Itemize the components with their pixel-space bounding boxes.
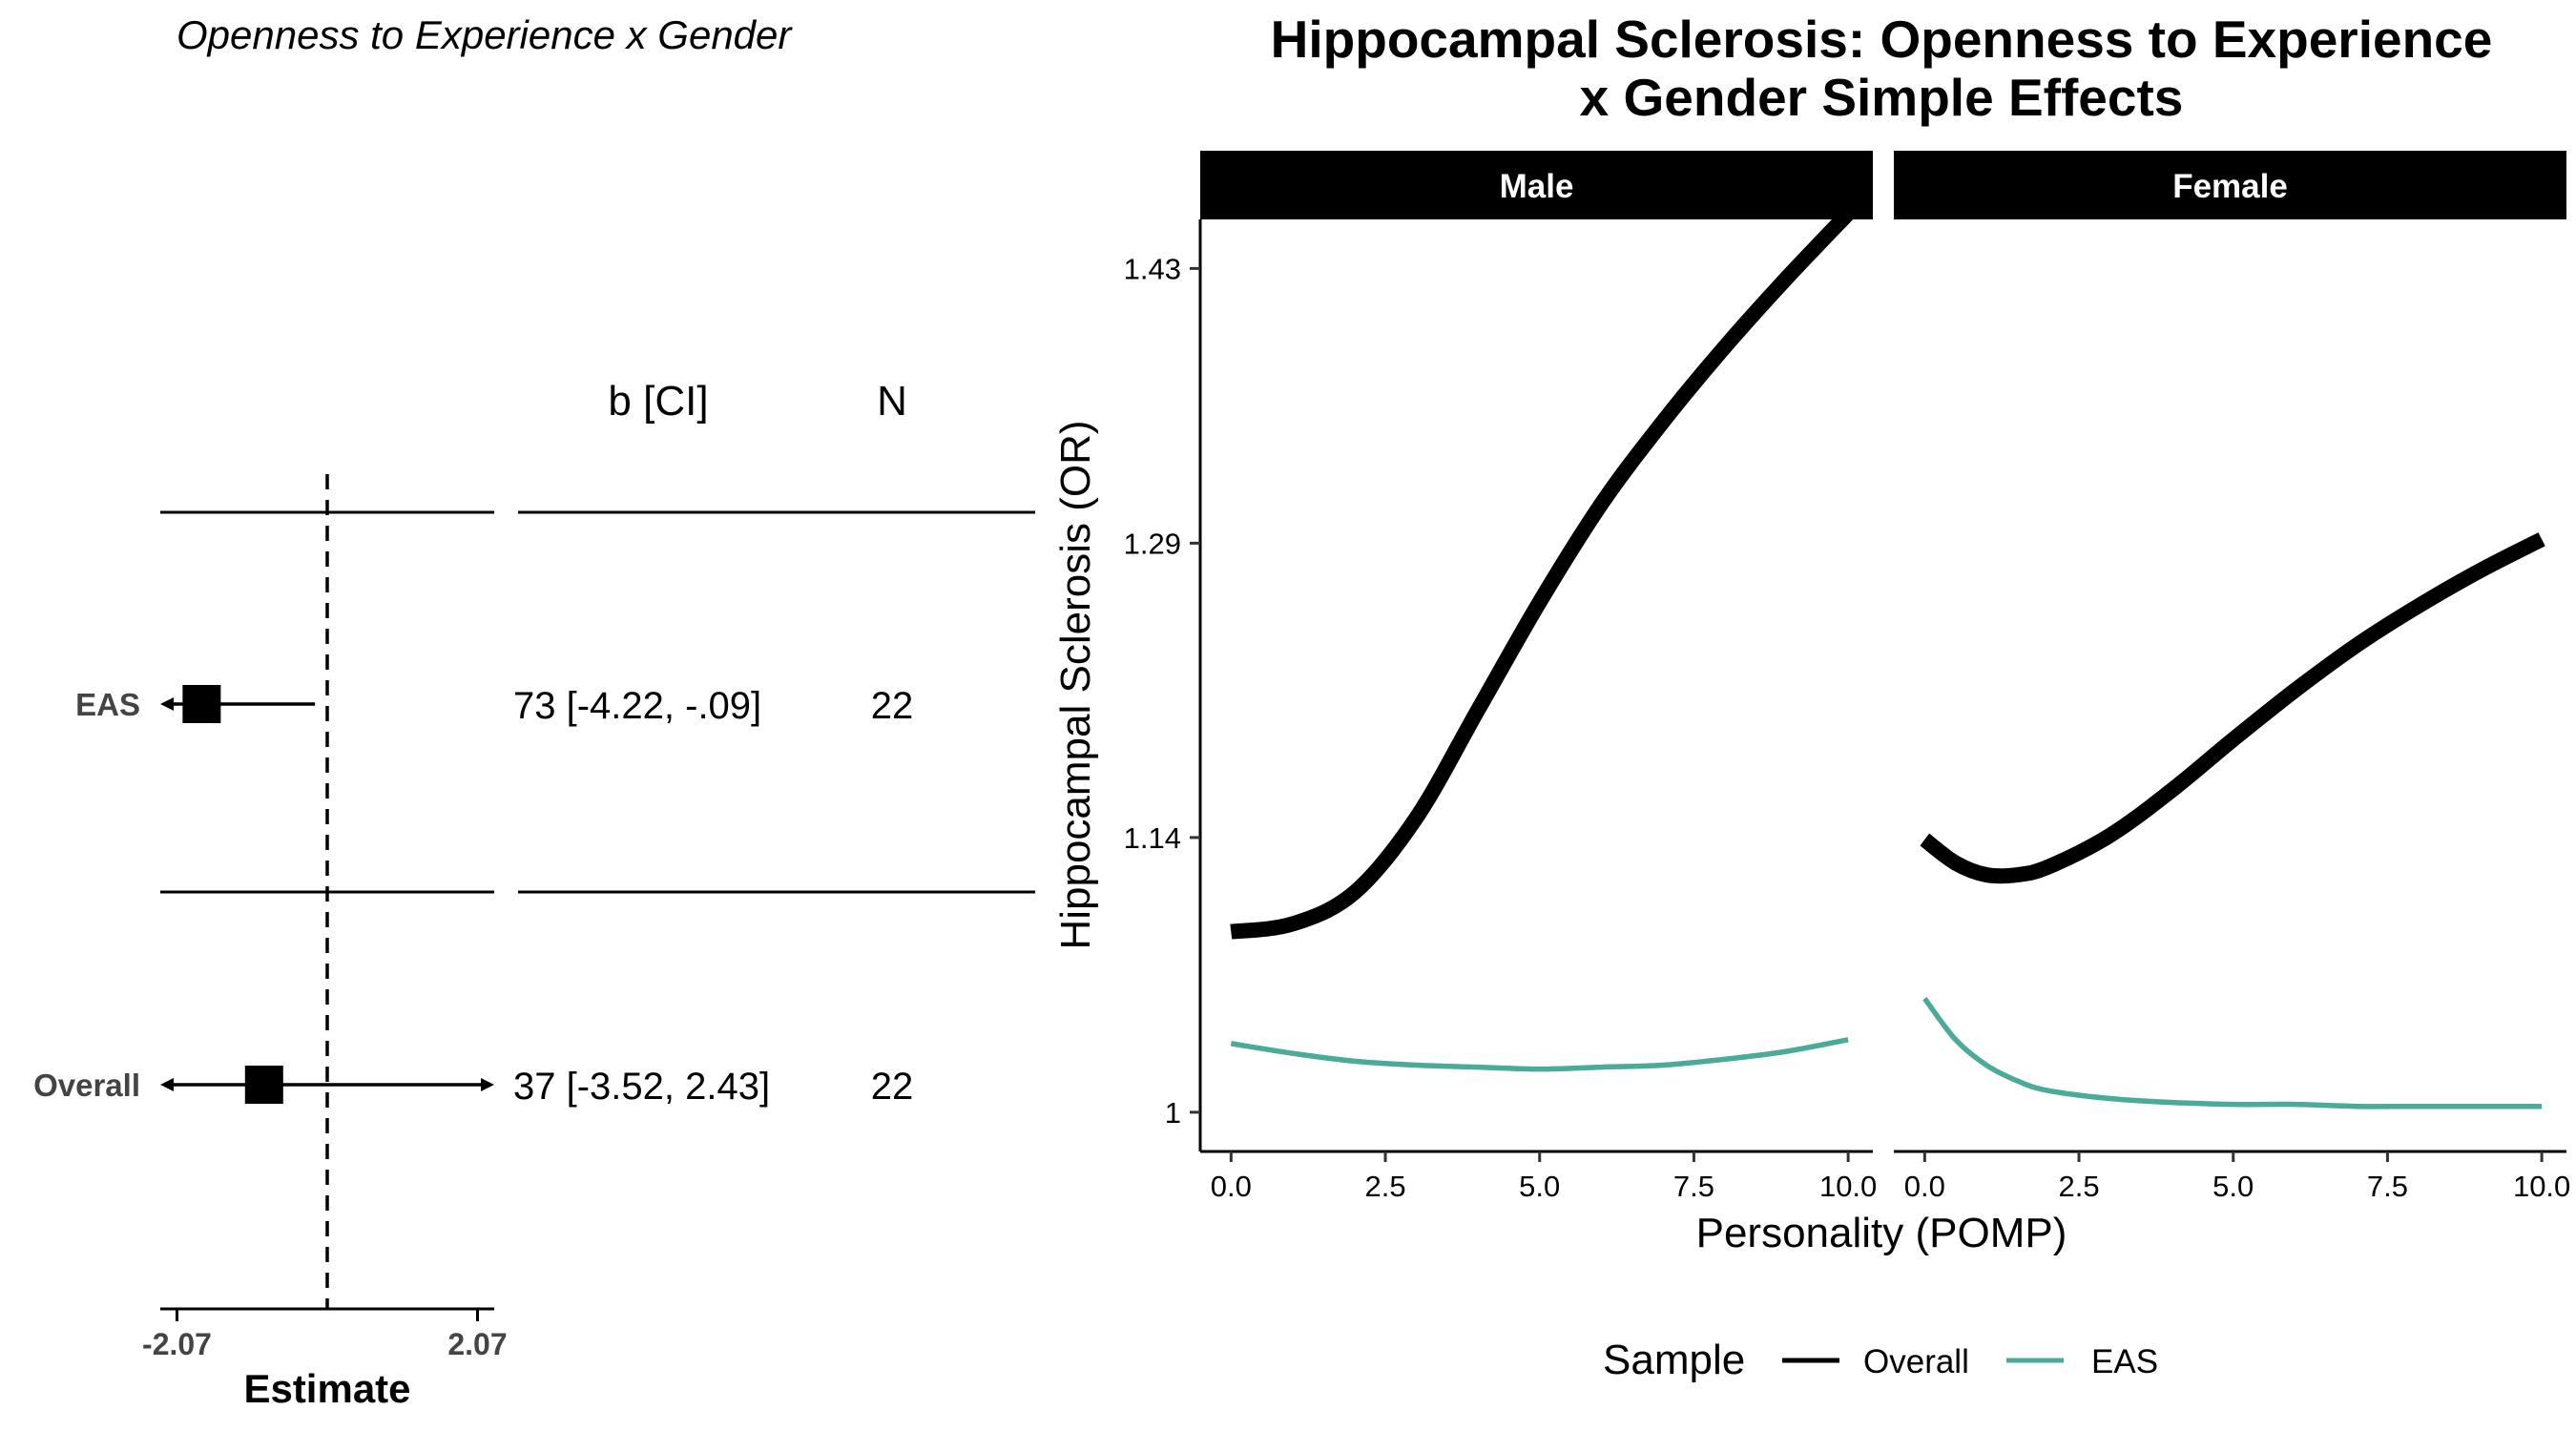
forest-x-tick-label: 2.07 bbox=[447, 1327, 507, 1361]
x-tick-label: 2.5 bbox=[1364, 1170, 1405, 1203]
x-tick-label: 0.0 bbox=[1904, 1170, 1945, 1203]
forest-row: EAS 73 [-4.22, -.09] 22 bbox=[75, 685, 913, 727]
forest-row: Overall 37 [-3.52, 2.43] 22 bbox=[33, 1066, 913, 1108]
forest-plot: Openness to Experience x Gender b [CI] N… bbox=[33, 12, 1035, 1411]
line-chart-title-line2: x Gender Simple Effects bbox=[1580, 68, 2184, 127]
forest-col-header-ci: b [CI] bbox=[608, 378, 708, 425]
x-tick-label: 7.5 bbox=[2367, 1170, 2408, 1203]
forest-rows: EAS 73 [-4.22, -.09] 22 Overall 37 [-3.52, 2… bbox=[33, 685, 913, 1108]
series-line-eas bbox=[1230, 1037, 1849, 1072]
forest-ci-arrow-left bbox=[160, 1078, 174, 1091]
forest-x-axis-label: Estimate bbox=[243, 1366, 410, 1411]
x-tick-label: 10.0 bbox=[2513, 1170, 2570, 1203]
facet-strip-label: Female bbox=[2172, 168, 2288, 205]
forest-ci-text: 73 [-4.22, -.09] bbox=[513, 685, 761, 727]
x-tick-label: 2.5 bbox=[2058, 1170, 2099, 1203]
series-line-eas bbox=[1922, 996, 2543, 1110]
y-tick-label: 1.14 bbox=[1124, 821, 1181, 855]
legend: Sample Overall EAS bbox=[1603, 1337, 2158, 1383]
forest-n-text: 22 bbox=[871, 1066, 914, 1108]
x-tick-label: 7.5 bbox=[1673, 1170, 1714, 1203]
forest-title: Openness to Experience x Gender bbox=[177, 12, 793, 57]
forest-point-estimate bbox=[244, 1066, 283, 1104]
facet-panel-male: Male 1 1.14 1.29 1.43 0.0 2.5 5.0 7.5 10.0 bbox=[1124, 151, 1877, 1203]
forest-col-header-n: N bbox=[877, 378, 907, 425]
x-tick-label: 0.0 bbox=[1211, 1170, 1252, 1203]
x-tick-label: 5.0 bbox=[2212, 1170, 2254, 1203]
forest-row-label: EAS bbox=[75, 687, 140, 722]
legend-title: Sample bbox=[1603, 1337, 1745, 1383]
forest-point-estimate bbox=[182, 685, 221, 723]
forest-ci-arrow-right bbox=[481, 1078, 494, 1091]
line-plot: Hippocampal Sclerosis: Openness to Exper… bbox=[1052, 10, 2570, 1383]
x-axis-label: Personality (POMP) bbox=[1696, 1210, 2067, 1256]
facet-panels: Male 1 1.14 1.29 1.43 0.0 2.5 5.0 7.5 10.0 Female 0… bbox=[1124, 151, 2570, 1203]
y-tick-label: 1 bbox=[1165, 1096, 1181, 1130]
forest-row-label: Overall bbox=[33, 1068, 140, 1103]
line-chart-title-line1: Hippocampal Sclerosis: Openness to Exper… bbox=[1271, 10, 2493, 69]
facet-panel-female: Female 0.0 2.5 5.0 7.5 10.0 bbox=[1894, 151, 2570, 1203]
facet-strip bbox=[1894, 151, 2566, 219]
legend-label-overall: Overall bbox=[1863, 1343, 1969, 1380]
series-line-overall bbox=[1920, 532, 2545, 884]
y-tick-label: 1.43 bbox=[1124, 252, 1181, 285]
y-tick-label: 1.29 bbox=[1124, 527, 1181, 560]
x-tick-label: 5.0 bbox=[1519, 1170, 1560, 1203]
facet-strip bbox=[1200, 151, 1873, 219]
forest-ci-text: 37 [-3.52, 2.43] bbox=[513, 1066, 770, 1108]
forest-n-text: 22 bbox=[871, 685, 914, 727]
forest-ci-arrow-left bbox=[160, 697, 174, 711]
facet-strip-label: Male bbox=[1500, 168, 1574, 205]
y-axis-label: Hippocampal Sclerosis (OR) bbox=[1052, 420, 1099, 949]
series-line-overall bbox=[1230, 208, 1854, 940]
legend-label-eas: EAS bbox=[2091, 1343, 2158, 1380]
forest-x-ticks: -2.07 2.07 bbox=[142, 1309, 508, 1361]
x-tick-label: 10.0 bbox=[1819, 1170, 1877, 1203]
forest-x-tick-label: -2.07 bbox=[142, 1327, 212, 1361]
